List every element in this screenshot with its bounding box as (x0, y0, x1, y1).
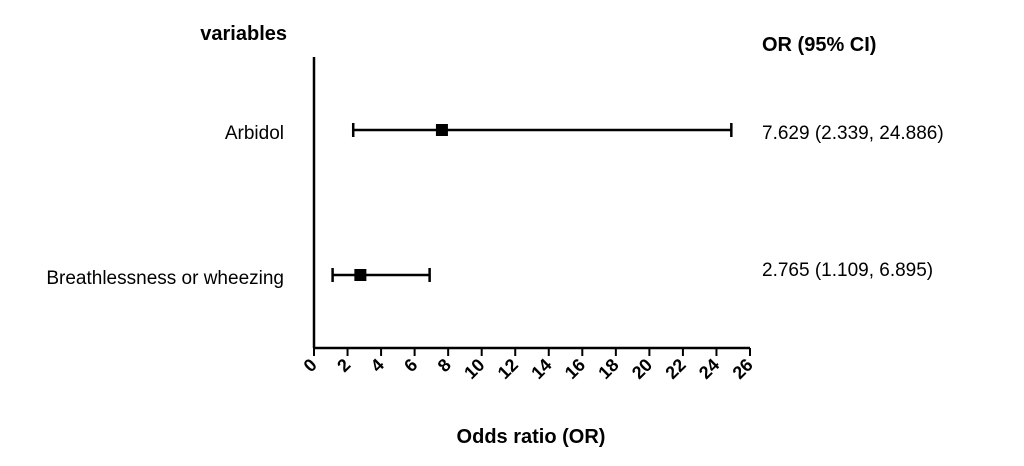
x-tick-label: 4 (367, 355, 388, 376)
x-tick-label: 26 (729, 355, 757, 383)
x-tick-label: 22 (661, 355, 689, 383)
x-tick-label: 20 (628, 355, 656, 383)
x-tick-label: 18 (594, 355, 622, 383)
x-tick-label: 14 (527, 355, 555, 383)
row-label: Breathlessness or wheezing (46, 268, 284, 289)
or-point (354, 269, 367, 281)
x-tick-label: 2 (333, 355, 354, 376)
or-ci-value: 2.765 (1.109, 6.895) (762, 260, 933, 281)
or-ci-value: 7.629 (2.339, 24.886) (762, 123, 944, 144)
x-axis-ticks: 0 2 4 6 8 10 12 14 16 18 20 22 24 26 (300, 348, 757, 383)
x-tick-label: 0 (300, 355, 321, 376)
x-tick-label: 8 (434, 355, 455, 376)
x-tick-label: 16 (561, 355, 589, 383)
or-point (435, 124, 448, 136)
x-axis-title: Odds ratio (OR) (457, 426, 606, 448)
row-label: Arbidol (225, 123, 284, 144)
variables-header: variables (200, 23, 287, 45)
forest-rows: Arbidol 7.629 (2.339, 24.886) Breathlessne… (46, 123, 944, 289)
x-tick-label: 6 (400, 355, 421, 376)
x-tick-label: 10 (460, 355, 488, 383)
x-tick-label: 24 (695, 355, 723, 383)
x-tick-label: 12 (494, 355, 522, 383)
or-ci-header: OR (95% CI) (762, 34, 876, 56)
